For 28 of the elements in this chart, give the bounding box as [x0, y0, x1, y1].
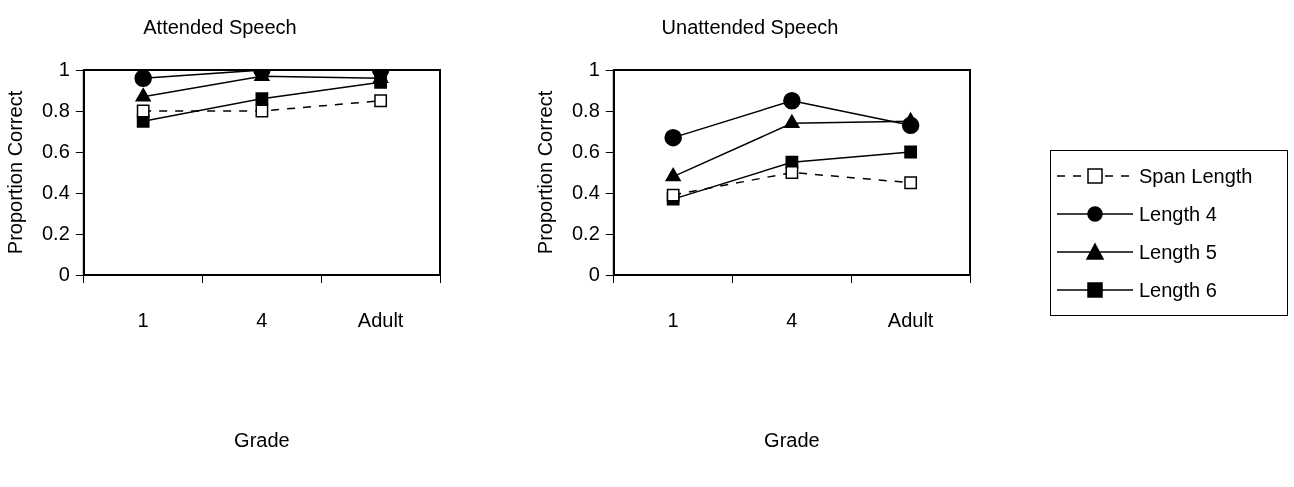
- y-tick-label: 0: [588, 262, 600, 285]
- legend-label: Span Length: [1139, 164, 1253, 188]
- y-tick-label: 1: [58, 57, 70, 80]
- y-axis-title: Proportion Correct: [3, 90, 26, 255]
- y-tick-label: 0.2: [571, 221, 600, 244]
- chart-title: Attended Speech: [143, 15, 297, 38]
- y-tick-label: 0.8: [41, 98, 70, 121]
- legend-label: Length 5: [1139, 240, 1217, 264]
- legend-label: Length 6: [1139, 278, 1217, 302]
- y-tick-label: 0.2: [41, 221, 70, 244]
- x-tick-label: Adult: [887, 308, 934, 331]
- legend-label: Length 4: [1139, 202, 1217, 226]
- y-tick-label: 0.4: [41, 180, 70, 203]
- x-tick-label: 4: [256, 308, 268, 331]
- y-tick-label: 1: [588, 57, 600, 80]
- x-tick-label: Adult: [357, 308, 404, 331]
- x-axis-title: Grade: [234, 428, 290, 451]
- x-tick-label: 1: [137, 308, 149, 331]
- x-tick-label: 1: [667, 308, 679, 331]
- y-tick-label: 0.4: [571, 180, 600, 203]
- y-tick-label: 0.6: [41, 139, 70, 162]
- x-tick-label: 4: [786, 308, 798, 331]
- y-tick-label: 0.6: [571, 139, 600, 162]
- chart-title: Unattended Speech: [661, 15, 839, 38]
- y-tick-label: 0: [58, 262, 70, 285]
- x-axis-title: Grade: [764, 428, 820, 451]
- y-axis-title: Proportion Correct: [533, 90, 556, 255]
- y-tick-label: 0.8: [571, 98, 600, 121]
